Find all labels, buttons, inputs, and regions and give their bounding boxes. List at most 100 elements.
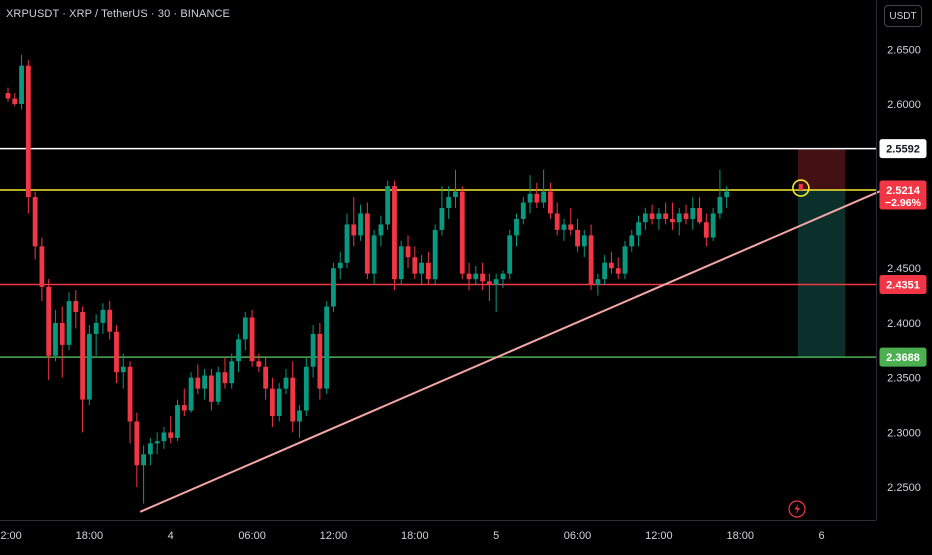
candle-down (80, 312, 85, 400)
y-tick-label: 2.2500 (887, 482, 921, 494)
candle-up (642, 213, 648, 223)
price-tag-label: 2.4351 (886, 280, 920, 292)
candle-up (473, 273, 479, 280)
candle-up (541, 191, 547, 203)
candle-up (507, 235, 513, 274)
candle-down (25, 65, 31, 198)
candle-down (222, 372, 228, 384)
candle-up (283, 377, 289, 389)
candle-up (581, 235, 587, 247)
candle-down (12, 98, 18, 104)
candle-up (439, 208, 445, 230)
candle-up (432, 229, 438, 280)
entry-marker-circle[interactable] (792, 179, 810, 197)
candle-up (453, 191, 458, 198)
candle-down (209, 375, 214, 402)
candle-down (127, 366, 133, 422)
candle-up (595, 279, 601, 285)
y-tick-label: 2.6500 (887, 44, 921, 56)
x-tick-label: 18:00 (76, 530, 104, 542)
candle-up (371, 235, 377, 274)
candle-up (242, 317, 248, 340)
candle-up (561, 224, 567, 230)
price-change-label: −2.96% (885, 197, 922, 209)
candle-down (364, 213, 370, 274)
price-tag-label: 2.5592 (886, 144, 920, 156)
x-tick-label: 18:00 (726, 530, 754, 542)
x-tick-label: 12:00 (645, 530, 673, 542)
candle-down (46, 286, 52, 356)
candle-up (310, 333, 316, 367)
candle-up (120, 366, 126, 373)
ascending-trendline[interactable] (139, 189, 884, 513)
candle-up (147, 443, 153, 455)
candle-down (486, 281, 492, 285)
candle-down (263, 366, 269, 389)
candle-down (134, 421, 140, 466)
candle-up (344, 224, 350, 263)
candle-up (66, 301, 72, 345)
candle-up (141, 454, 146, 466)
currency-button[interactable]: USDT (884, 5, 922, 27)
candle-up (215, 372, 221, 402)
candle-down (425, 262, 431, 280)
candle-down (168, 432, 174, 438)
take-profit-zone[interactable] (797, 190, 846, 358)
stop-loss-zone[interactable] (797, 148, 846, 191)
candle-up (493, 279, 499, 285)
candle-down (534, 193, 540, 203)
candle-up (622, 246, 628, 274)
x-tick-label: 06:00 (564, 530, 592, 542)
candle-down (609, 262, 614, 269)
candle-up (602, 262, 608, 280)
candle-down (466, 273, 472, 280)
candle-up (676, 213, 682, 223)
candle-up (175, 405, 180, 438)
candle-up (236, 339, 241, 362)
candle-up (100, 309, 106, 323)
x-tick-label: 6 (819, 530, 825, 542)
y-tick-label: 2.3500 (887, 373, 921, 385)
lightning-icon[interactable] (788, 500, 806, 518)
candle-up (385, 186, 391, 225)
candle-up (161, 432, 167, 442)
price-tag-resistance (879, 139, 927, 159)
entry-marker-candle (798, 184, 803, 191)
candle-up (378, 224, 384, 236)
candle-down (32, 197, 38, 247)
candle-down (703, 222, 709, 238)
candle-down (575, 229, 580, 247)
price-tag-support (879, 275, 927, 295)
candle-down (317, 333, 323, 389)
candle-up (86, 333, 92, 400)
candle-down (649, 213, 655, 219)
price-tag-label: 2.5214 (886, 185, 921, 197)
candle-down (683, 213, 689, 219)
candle-up (419, 262, 424, 274)
candle-down (412, 257, 418, 274)
y-tick-label: 2.4500 (887, 263, 921, 275)
candle-up (53, 322, 58, 356)
candle-up (331, 268, 336, 307)
x-tick-label: 5 (493, 530, 499, 542)
candle-down (697, 208, 702, 223)
candle-up (202, 375, 208, 389)
candle-up (324, 306, 330, 389)
candle-up (358, 213, 363, 236)
symbol-title[interactable]: XRPUSDT · XRP / TetherUS · 30 · BINANCE (6, 8, 230, 20)
candle-up (303, 366, 309, 411)
candle-down (405, 246, 411, 258)
price-tag-entry (879, 180, 927, 210)
candle-up (276, 388, 282, 416)
x-tick-label: 12:00 (0, 530, 22, 542)
y-tick-label: 2.6000 (887, 99, 921, 111)
candle-up (724, 191, 730, 198)
candle-up (690, 208, 696, 219)
candle-down (107, 309, 113, 332)
x-tick-label: 06:00 (238, 530, 266, 542)
candle-down (548, 191, 553, 214)
candle-up (154, 441, 160, 444)
